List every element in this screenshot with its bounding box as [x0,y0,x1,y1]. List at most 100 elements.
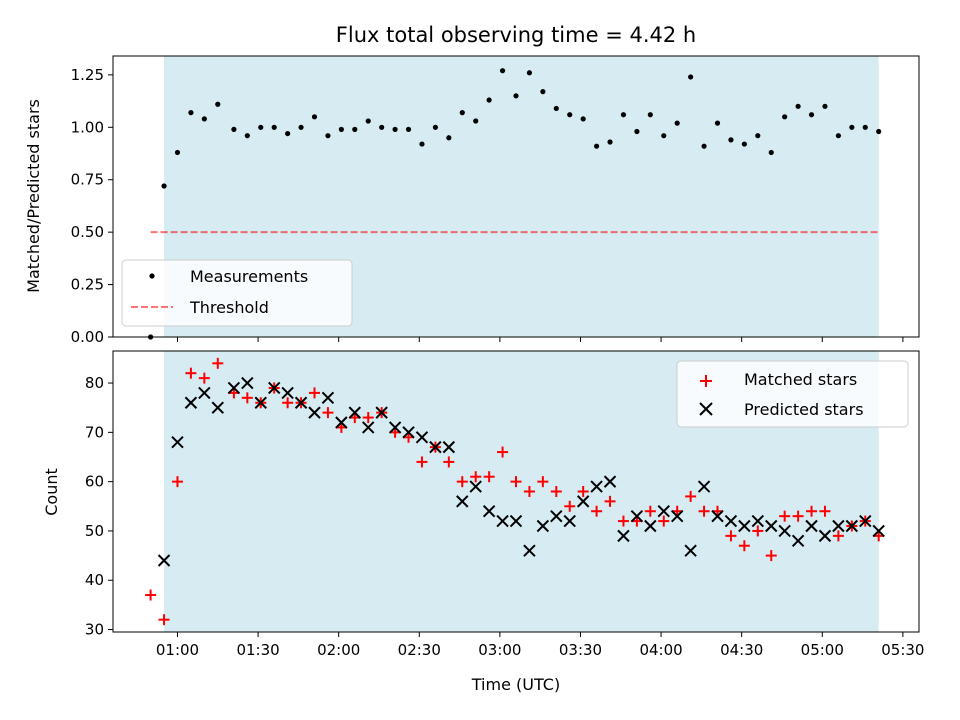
measurement-point [188,110,194,116]
predicted-star-point [724,514,738,528]
matched-star-point [738,540,750,552]
threshold-legend-label: Threshold [189,298,269,317]
measurement-point [446,135,452,141]
count-y-tick-label: 40 [85,571,104,589]
count-x-tick-label: 04:30 [720,641,763,659]
matched-star-point [698,505,710,517]
predicted-star-point [456,495,469,508]
measurement-point [567,112,573,118]
matched-star-point [644,505,656,517]
predicted-star-point [859,514,872,528]
matched-star-point [416,456,428,468]
matched-star-point [792,510,804,522]
predicted-star-point [657,505,670,518]
matched-star-point [591,505,603,517]
ratio-y-tick-label: 0.00 [71,328,104,346]
ratio-axes-frame [112,55,920,338]
ratio-y-tick-label: 0.50 [71,223,104,241]
predicted-star-point [321,391,335,405]
measurement-point [849,124,855,130]
measurement-point [688,74,694,80]
matched-star-point [765,550,777,562]
x-axis-label: Time (UTC) [471,675,560,694]
measurement-point [714,120,721,126]
predicted-star-point [644,519,657,533]
measurement-point [822,103,828,109]
measurements-legend-marker [149,273,155,279]
predicted-star-point [590,480,603,493]
ratio-y-tick-label: 1.25 [71,66,104,84]
count-legend: Matched stars Predicted stars [676,360,909,428]
predicted-star-point [375,406,388,419]
count-x-tick-label: 02:00 [317,641,360,659]
matched-star-point [362,412,374,424]
predicted-star-point [509,514,523,528]
measurement-point [634,128,640,135]
measurement-point [473,118,479,124]
count-x-tick-label: 01:00 [156,641,199,659]
predicted-star-point [429,440,442,454]
matched-star-point [832,530,844,542]
measurement-point [607,139,613,145]
predicted-star-point [684,544,697,557]
measurement-point [661,133,667,139]
measurement-point [580,116,586,122]
measurement-point [325,133,331,139]
predicted-star-point [362,421,375,434]
count-x-tick-label: 02:30 [398,641,441,659]
predicted-star-point [227,381,241,395]
matched-star-point [550,486,562,497]
measurement-point [808,112,815,118]
measurement-point [244,133,250,139]
measurement-point [285,130,291,137]
matched-star-point [523,486,535,497]
measurement-point [701,143,707,149]
matched-star-point [443,456,455,468]
measurement-point [352,126,358,132]
measurement-point [741,141,747,147]
matched-star-point [577,486,589,497]
count-x-tick-label: 04:00 [639,641,682,659]
count-y-tick-label: 30 [85,621,104,639]
measurement-point [405,126,412,132]
count-legend-box [676,360,909,428]
ratio-x-ticks [176,337,904,342]
matched-legend-label: Matched stars [744,370,857,389]
predicted-star-point [576,495,590,508]
count-x-tick-label: 01:30 [236,641,279,659]
ratio-legend: Measurements Threshold [121,259,353,327]
measurement-point [755,133,761,139]
measurement-point [459,110,465,116]
matched-legend-marker [700,375,712,387]
predicted-star-point [348,406,362,419]
matched-star-point [819,505,831,517]
matched-star-point [617,515,629,527]
count-x-tick-label: 05:30 [881,641,924,659]
measurement-point [728,137,734,143]
measurement-point [432,124,438,130]
measurement-point [768,149,774,156]
measurements-legend-label: Measurements [190,267,308,286]
measurement-point [201,116,207,122]
matched-star-point [322,407,334,419]
measurement-point [338,126,344,132]
measurement-point [419,141,425,147]
predicted-star-point [157,554,171,567]
matched-star-point [497,446,509,458]
predicted-star-point [198,386,211,400]
predicted-star-point [482,505,496,518]
measurement-point [365,118,371,124]
measurement-point [620,112,627,118]
measurement-point [647,112,653,118]
matched-star-point [212,357,224,369]
matched-star-point [658,515,670,527]
predicted-star-point [308,406,321,419]
count-axes-frame [112,350,920,633]
measurement-point [298,124,304,130]
matched-star-point [185,367,197,379]
predicted-star-point [402,426,415,439]
chart-title: Flux total observing time = 4.42 h [336,23,696,47]
matched-star-point [158,614,170,626]
measurement-point [862,124,868,130]
